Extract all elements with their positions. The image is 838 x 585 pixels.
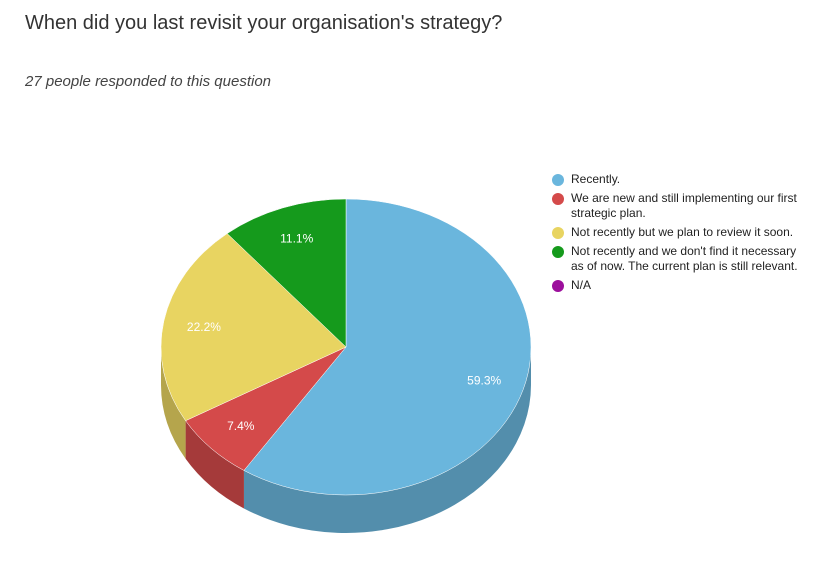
pie-slice-side-1: [185, 420, 244, 509]
pie-slice-2[interactable]: [160, 233, 347, 422]
pie-slice-3[interactable]: [226, 198, 347, 348]
legend-swatch: [552, 227, 564, 239]
pie-slice-side-0: [243, 347, 532, 533]
legend-swatch: [552, 193, 564, 205]
legend-label: We are new and still implementing our fi…: [571, 191, 797, 220]
question-title: When did you last revisit your organisat…: [25, 12, 503, 34]
legend-item[interactable]: Not recently but we plan to review it so…: [550, 225, 800, 240]
legend-item[interactable]: N/A: [550, 278, 800, 293]
legend-label: N/A: [571, 278, 592, 292]
legend-label: Recently.: [571, 172, 621, 186]
legend-swatch: [552, 246, 564, 258]
legend-label: Not recently and we don't find it necess…: [571, 244, 798, 273]
response-count: 27 people responded to this question: [25, 73, 272, 90]
legend-item[interactable]: We are new and still implementing our fi…: [550, 191, 800, 221]
legend-item[interactable]: Recently.: [550, 172, 800, 187]
legend-label: Not recently but we plan to review it so…: [571, 225, 794, 239]
legend-swatch: [552, 174, 564, 186]
legend-swatch: [552, 280, 564, 292]
slice-value-label: 11.1%: [280, 232, 313, 246]
pie-slice-0[interactable]: [243, 198, 532, 496]
slice-value-label: 7.4%: [227, 419, 255, 433]
slice-value-label: 22.2%: [187, 320, 221, 334]
pie-slice-side-2: [161, 347, 186, 459]
slice-value-label: 59.3%: [467, 373, 501, 387]
legend-item[interactable]: Not recently and we don't find it necess…: [550, 244, 800, 274]
chart-legend: Recently. We are new and still implementi…: [550, 172, 800, 297]
